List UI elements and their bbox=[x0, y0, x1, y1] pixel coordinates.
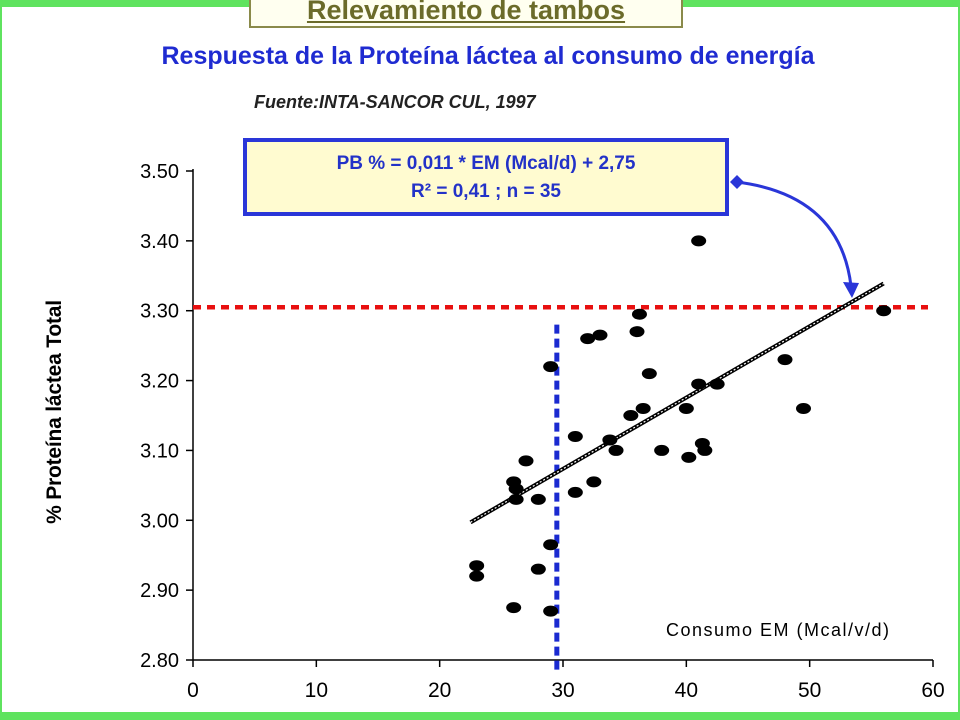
data-point bbox=[469, 560, 485, 572]
data-point bbox=[777, 354, 793, 366]
arrow-tail-diamond bbox=[730, 175, 744, 189]
y-tick-label: 3.30 bbox=[140, 301, 179, 323]
x-tick-label: 10 bbox=[305, 679, 328, 702]
r-squared-line: R² = 0,41 ; n = 35 bbox=[411, 181, 561, 202]
y-tick-label: 3.50 bbox=[140, 161, 179, 183]
data-point bbox=[586, 476, 602, 488]
data-point bbox=[543, 605, 559, 617]
data-point bbox=[876, 305, 892, 317]
data-point bbox=[681, 451, 697, 463]
data-point bbox=[508, 483, 524, 495]
data-point bbox=[691, 235, 707, 247]
annotation-arrow bbox=[736, 180, 853, 287]
data-point bbox=[567, 430, 583, 442]
y-tick-label: 3.40 bbox=[140, 231, 179, 253]
section-title: Relevamiento de tambos bbox=[249, 0, 683, 28]
x-tick-label: 0 bbox=[187, 679, 199, 702]
data-point bbox=[654, 444, 670, 456]
data-point bbox=[697, 444, 713, 456]
data-point bbox=[518, 455, 534, 467]
y-axis-title: % Proteína láctea Total bbox=[43, 300, 66, 524]
data-point bbox=[508, 493, 524, 505]
x-tick-label: 30 bbox=[551, 679, 574, 702]
y-tick-label: 3.10 bbox=[140, 440, 179, 462]
data-point bbox=[629, 326, 645, 338]
data-point bbox=[678, 403, 694, 415]
x-axis-title: Consumo EM (Mcal/v/d) bbox=[666, 620, 891, 640]
data-point bbox=[580, 333, 596, 345]
data-point bbox=[623, 410, 639, 421]
axes-layer: 2.80 2.90 3.00 3.10 3.20 3.30 3.40 3.50 0 10 20 30 4… bbox=[140, 161, 945, 702]
data-point bbox=[530, 563, 546, 575]
y-tick-label: 3.20 bbox=[140, 371, 179, 393]
x-tick-label: 50 bbox=[798, 679, 821, 702]
regression-line-texture bbox=[470, 282, 884, 523]
data-point bbox=[530, 493, 546, 505]
data-point bbox=[506, 602, 522, 614]
data-point bbox=[691, 378, 707, 390]
data-point bbox=[641, 368, 657, 380]
reference-lines-layer bbox=[193, 304, 928, 672]
source-text: Fuente:INTA-SANCOR CUL, 1997 bbox=[254, 92, 536, 112]
frame-left-bar bbox=[0, 0, 2, 720]
points-layer bbox=[469, 235, 892, 617]
data-point bbox=[796, 403, 811, 415]
data-point bbox=[592, 329, 608, 341]
fit-line-layer bbox=[469, 281, 885, 525]
x-tick-label: 60 bbox=[921, 679, 944, 702]
annotation-arrow-layer bbox=[730, 175, 859, 298]
y-tick-label: 2.80 bbox=[140, 650, 179, 672]
y-tick-label: 2.90 bbox=[140, 580, 179, 602]
data-point bbox=[543, 361, 559, 373]
x-tick-label: 40 bbox=[675, 679, 698, 702]
frame-bottom-bar bbox=[0, 712, 960, 720]
regression-equation-box: PB % = 0,011 * EM (Mcal/d) + 2,75 R² = 0… bbox=[243, 138, 729, 216]
main-title: Respuesta de la Proteína láctea al consu… bbox=[161, 42, 815, 70]
data-point bbox=[602, 434, 618, 446]
data-point bbox=[543, 539, 559, 551]
data-point bbox=[635, 403, 651, 415]
data-point bbox=[709, 378, 725, 390]
data-point bbox=[469, 570, 485, 582]
data-point bbox=[631, 308, 647, 320]
frame-right-bar bbox=[958, 0, 960, 720]
data-point bbox=[608, 444, 624, 456]
equation-line: PB % = 0,011 * EM (Mcal/d) + 2,75 bbox=[336, 153, 636, 174]
y-tick-label: 3.00 bbox=[140, 510, 179, 532]
data-point bbox=[567, 486, 583, 498]
arrow-head bbox=[843, 282, 859, 298]
x-tick-label: 20 bbox=[428, 679, 451, 702]
